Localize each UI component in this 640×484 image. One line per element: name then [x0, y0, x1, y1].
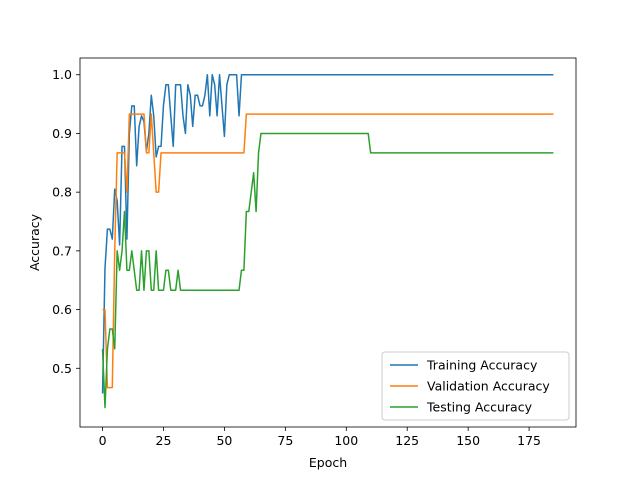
x-tick-label: 150 — [456, 433, 480, 448]
x-tick-label: 125 — [395, 433, 419, 448]
y-tick-label: 0.8 — [52, 185, 72, 200]
legend: Training Accuracy Validation Accuracy Test… — [381, 351, 570, 421]
x-tick-label: 175 — [517, 433, 541, 448]
series-layer — [101, 73, 554, 409]
x-tick-label: 0 — [99, 433, 107, 448]
legend-label: Training Accuracy — [426, 358, 538, 373]
x-axis-title: Epoch — [309, 455, 347, 470]
y-tick-label: 1.0 — [52, 67, 72, 82]
x-tick-label: 100 — [334, 433, 358, 448]
y-tick-label: 0.9 — [52, 126, 72, 141]
series-line-3 — [101, 132, 554, 409]
y-axis-title: Accuracy — [27, 213, 42, 271]
legend-items: Training Accuracy Validation Accuracy Test… — [390, 358, 550, 415]
x-tick-label: 50 — [216, 433, 232, 448]
legend-label: Testing Accuracy — [426, 400, 533, 415]
plot-frame — [79, 57, 577, 428]
y-tick-label: 0.7 — [52, 243, 72, 258]
y-axis-ticks: 0.5 0.6 0.7 0.8 0.9 1.0 — [52, 67, 80, 376]
x-tick-label: 75 — [277, 433, 293, 448]
series-line-2 — [102, 113, 554, 389]
legend-box — [381, 351, 570, 421]
axes-layer — [79, 57, 577, 428]
x-axis-ticks: 0 25 50 75 100 125 150 175 — [99, 427, 541, 448]
legend-label: Validation Accuracy — [427, 379, 550, 394]
y-tick-label: 0.5 — [52, 361, 72, 376]
y-tick-label: 0.6 — [52, 302, 72, 317]
series-line-1 — [101, 73, 554, 394]
x-tick-label: 25 — [156, 433, 172, 448]
